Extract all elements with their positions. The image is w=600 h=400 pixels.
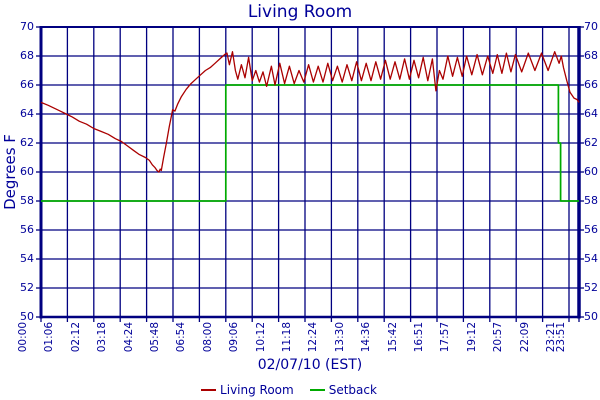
y-tick-label: 54 (20, 252, 34, 265)
y-tick-label: 70 (584, 20, 598, 33)
legend: Living Room Setback (0, 382, 578, 398)
y-tick-label: 64 (584, 107, 598, 120)
legend-label-setback: Setback (328, 383, 377, 397)
x-tick-label: 10:12 (254, 322, 267, 353)
y-tick-label: 52 (584, 281, 598, 294)
y-tick-label: 58 (20, 194, 34, 207)
x-tick-label: 12:24 (307, 322, 320, 353)
y-tick-label: 68 (20, 49, 34, 62)
x-tick-label: 08:00 (201, 322, 214, 353)
x-tick-label: 06:54 (175, 322, 188, 353)
x-axis-date-label: 02/07/10 (EST) (257, 357, 363, 373)
y-tick-label: 62 (20, 136, 34, 149)
x-tick-label: 19:12 (465, 322, 478, 353)
y-tick-label: 58 (584, 194, 598, 207)
x-tick-label: 22:09 (518, 322, 531, 353)
x-tick-label: 14:36 (360, 322, 373, 353)
x-tick-label: 11:18 (281, 322, 293, 353)
y-tick-label: 60 (584, 165, 598, 178)
living-room-line-swatch (201, 389, 217, 391)
y-tick-label: 52 (20, 281, 34, 294)
y-tick-label: 66 (584, 78, 598, 91)
y-tick-label: 56 (20, 223, 34, 236)
y-tick-label: 70 (20, 20, 34, 33)
chart-title: Living Room (247, 2, 353, 22)
x-tick-label: 01:06 (43, 322, 56, 353)
x-tick-label: 02:12 (69, 322, 82, 353)
x-tick-label: 15:42 (386, 322, 399, 353)
x-tick-label: 00:00 (17, 322, 29, 353)
x-tick-label: 16:51 (413, 322, 425, 353)
y-tick-label: 56 (584, 223, 598, 236)
legend-label-living-room: Living Room (220, 383, 294, 397)
legend-item-living-room: Living Room (201, 383, 294, 397)
x-tick-label: 17:57 (439, 322, 452, 353)
x-tick-label: 09:06 (228, 322, 241, 353)
x-tick-label: 03:18 (96, 322, 109, 353)
x-tick-label: 13:30 (333, 322, 346, 353)
y-tick-label: 60 (20, 165, 34, 178)
y-tick-label: 62 (584, 136, 598, 149)
y-tick-label: 50 (584, 310, 598, 323)
setback-line-swatch (309, 389, 325, 391)
y-tick-label: 66 (20, 78, 34, 91)
y-tick-label: 68 (584, 49, 598, 62)
y-tick-label: 64 (20, 107, 34, 120)
y-tick-label: 50 (20, 310, 34, 323)
y-tick-label: 54 (584, 252, 598, 265)
x-tick-label: 04:24 (122, 322, 135, 353)
x-tick-label: 23:51 (555, 322, 567, 353)
x-tick-label: 20:57 (492, 322, 505, 353)
x-tick-label: 05:48 (149, 322, 161, 353)
legend-item-setback: Setback (309, 383, 377, 397)
